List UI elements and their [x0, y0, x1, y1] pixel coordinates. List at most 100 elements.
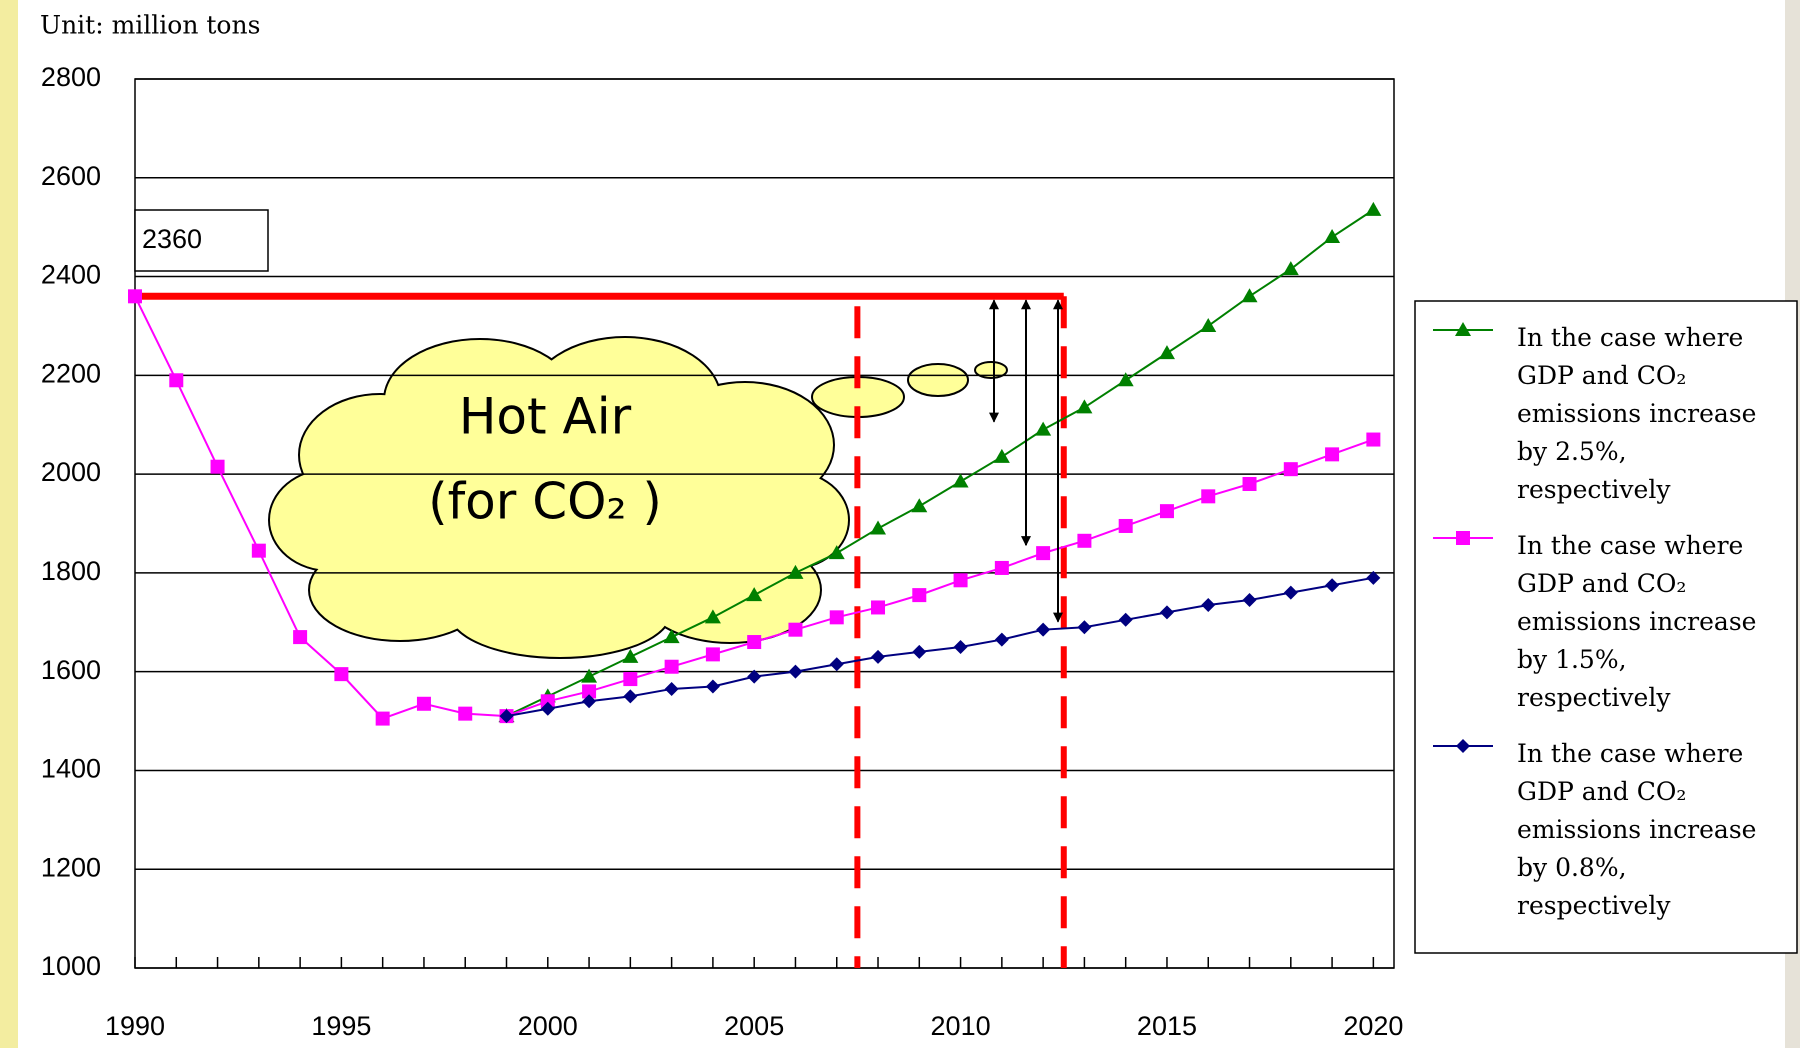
point — [911, 498, 928, 513]
point — [1076, 399, 1093, 414]
x-tick-label: 2005 — [724, 1011, 784, 1041]
y-tick-label: 1600 — [41, 655, 101, 685]
point — [704, 609, 721, 624]
point — [1118, 518, 1133, 533]
thought-bubble — [907, 363, 969, 397]
point — [1242, 593, 1257, 608]
point — [1324, 229, 1341, 244]
point — [993, 448, 1010, 463]
hot-air-text: (for CO₂ ) — [428, 473, 662, 531]
point — [540, 701, 555, 716]
point — [622, 648, 639, 663]
point — [210, 459, 225, 474]
y-tick-label: 1800 — [41, 556, 101, 586]
point — [912, 588, 927, 603]
point — [1282, 261, 1299, 276]
point — [1242, 476, 1257, 491]
point — [870, 520, 887, 535]
y-tick-label: 2200 — [41, 358, 101, 388]
point — [1455, 322, 1471, 336]
point — [912, 644, 927, 659]
point — [953, 573, 968, 588]
point — [952, 473, 969, 488]
point — [582, 694, 597, 709]
point — [499, 709, 514, 724]
point — [829, 610, 844, 625]
point — [747, 669, 762, 684]
point — [664, 681, 679, 696]
series-line — [506, 576, 1374, 718]
point — [1158, 345, 1175, 360]
point — [1283, 462, 1298, 477]
point — [871, 600, 886, 615]
point — [1200, 317, 1217, 332]
point — [1077, 620, 1092, 635]
point — [1159, 504, 1174, 519]
legend: In the case where GDP and CO₂ emissions in… — [1414, 300, 1798, 954]
point — [994, 632, 1009, 647]
point — [1036, 546, 1051, 561]
x-tick-label: 2000 — [518, 1011, 578, 1041]
point — [458, 706, 473, 721]
point — [581, 668, 598, 683]
y-tick-label: 2600 — [41, 161, 101, 191]
point — [623, 689, 638, 704]
point — [705, 679, 720, 694]
series-line — [506, 209, 1374, 718]
legend-label: In the case where GDP and CO₂ emissions in… — [1517, 739, 1756, 920]
point — [829, 657, 844, 672]
y-tick-label: 2400 — [41, 260, 101, 290]
point — [128, 289, 142, 304]
point — [1283, 585, 1298, 600]
reference-label: 2360 — [142, 224, 202, 254]
point — [251, 543, 266, 558]
point — [1117, 372, 1134, 387]
point — [953, 639, 968, 654]
point — [1035, 421, 1052, 436]
y-tick-label: 2800 — [41, 62, 101, 92]
hot-air-text: Hot Air — [459, 388, 632, 446]
point — [1036, 622, 1051, 637]
cloud-fill — [640, 538, 820, 642]
left-strip — [0, 0, 18, 1048]
point — [871, 649, 886, 664]
y-tick-label: 2000 — [41, 457, 101, 487]
cloud-fill — [270, 470, 390, 570]
y-tick-label: 1000 — [41, 951, 101, 981]
point — [1325, 578, 1340, 593]
point — [994, 560, 1009, 575]
point — [334, 667, 349, 682]
point — [293, 630, 308, 645]
point — [1201, 597, 1216, 612]
legend-label: In the case where GDP and CO₂ emissions in… — [1517, 323, 1756, 504]
hot-air-cloud: Hot Air (for CO₂ ) — [268, 336, 1008, 659]
x-tick-label: 2020 — [1343, 1011, 1403, 1041]
point — [1456, 531, 1470, 545]
legend-label: In the case where GDP and CO₂ emissions in… — [1517, 531, 1756, 712]
point — [582, 684, 597, 699]
point — [169, 373, 184, 388]
point — [705, 647, 720, 662]
point — [1241, 288, 1258, 303]
point — [623, 672, 638, 687]
unit-label: Unit: million tons — [40, 11, 260, 40]
point — [1366, 570, 1381, 585]
point — [375, 711, 390, 726]
y-tick-label: 1200 — [41, 852, 101, 882]
point — [787, 564, 804, 579]
point — [1201, 489, 1216, 504]
point — [1456, 739, 1470, 753]
point — [1159, 605, 1174, 620]
point — [1077, 533, 1092, 548]
point — [746, 587, 763, 602]
cloud-fill — [385, 340, 575, 460]
point — [540, 694, 555, 709]
point — [664, 659, 679, 674]
point — [788, 664, 803, 679]
plot-frame — [134, 78, 1395, 969]
point — [663, 629, 680, 644]
point — [1118, 612, 1133, 627]
y-tick-label: 1400 — [41, 754, 101, 784]
cloud-fill — [450, 567, 670, 657]
